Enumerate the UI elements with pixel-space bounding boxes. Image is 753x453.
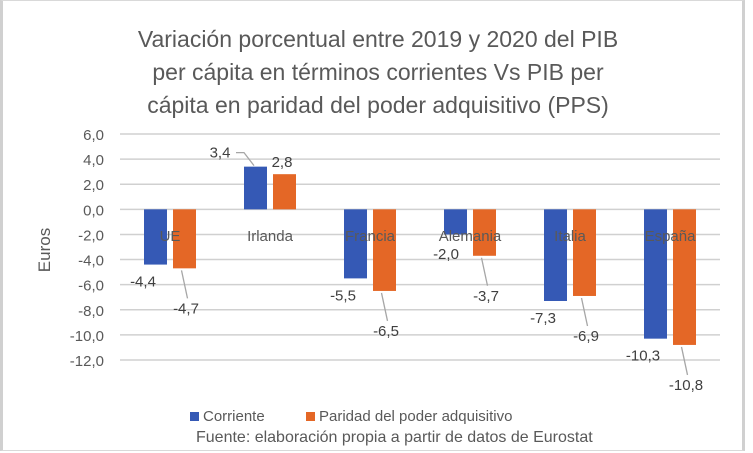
bar-paridad (373, 209, 396, 291)
data-label: -3,7 (473, 288, 499, 305)
bar-paridad (573, 209, 596, 296)
source-note: Fuente: elaboración propia a partir de d… (196, 429, 593, 446)
bar-corriente (544, 209, 567, 301)
title-line-1: Variación porcentual entre 2019 y 2020 d… (138, 26, 618, 52)
legend-swatch-corriente (190, 412, 199, 421)
leader-line (180, 270, 189, 299)
data-label: -6,5 (373, 323, 399, 340)
y-tick-label: 0,0 (83, 202, 104, 219)
bar-corriente (144, 209, 167, 265)
data-label: -2,0 (433, 246, 459, 263)
chart-title: Variación porcentual entre 2019 y 2020 d… (138, 26, 618, 118)
y-tick-label: 6,0 (83, 127, 104, 144)
bar-paridad (273, 174, 296, 210)
legend-label-corriente: Corriente (203, 408, 265, 425)
category-label: Irlanda (247, 228, 294, 245)
y-tick-label: -8,0 (78, 303, 104, 320)
data-label: -4,4 (130, 274, 156, 291)
leader-line (380, 292, 389, 322)
data-label: -6,9 (573, 328, 599, 345)
bar-paridad (173, 209, 196, 269)
bar-corriente (444, 209, 467, 235)
y-tick-label: 2,0 (83, 177, 104, 194)
bar-corriente (344, 209, 367, 279)
y-tick-label: -6,0 (78, 278, 104, 295)
y-axis-label: Euros (35, 228, 54, 272)
bar-corriente (644, 209, 667, 339)
y-tick-label: 4,0 (83, 152, 104, 169)
data-label: -10,8 (669, 377, 703, 394)
bar-paridad (473, 209, 496, 256)
data-label: 2,8 (272, 154, 293, 171)
title-line-3: cápita en paridad del poder adquisitivo … (147, 92, 609, 118)
legend: Corriente Paridad del poder adquisitivo (190, 408, 512, 425)
legend-label-paridad: Paridad del poder adquisitivo (319, 408, 512, 425)
data-label: -10,3 (626, 348, 660, 365)
title-line-2: per cápita en términos corrientes Vs PIB… (152, 59, 604, 85)
leader-line (480, 257, 489, 286)
category-label: Alemania (439, 228, 502, 245)
leader-line (680, 346, 689, 376)
y-tick-label: -4,0 (78, 253, 104, 270)
y-tick-label: -10,0 (70, 328, 104, 345)
bar-paridad (673, 209, 696, 345)
category-label: España (645, 228, 697, 245)
category-label: UE (160, 228, 181, 245)
category-label: Francia (345, 228, 396, 245)
leader-line (580, 297, 589, 327)
legend-swatch-paridad (306, 412, 315, 421)
y-tick-label: -2,0 (78, 227, 104, 244)
data-label: -4,7 (173, 300, 199, 317)
bar-corriente (244, 166, 267, 210)
y-tick-label: -12,0 (70, 353, 104, 370)
data-label: -7,3 (530, 310, 556, 327)
leader-line (236, 151, 255, 167)
data-label: -5,5 (330, 287, 356, 304)
data-label: 3,4 (210, 145, 231, 162)
category-label: Italia (554, 228, 586, 245)
